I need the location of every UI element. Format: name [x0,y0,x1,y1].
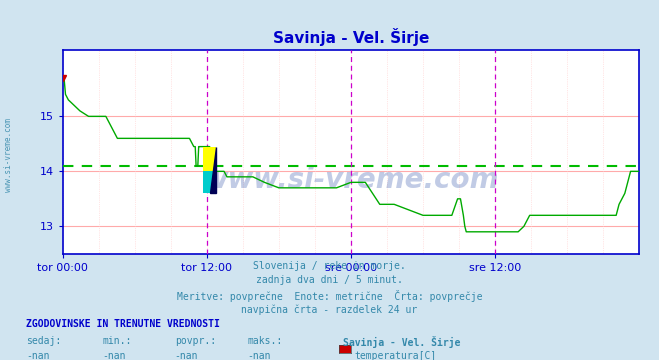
Polygon shape [210,147,216,193]
Text: Slovenija / reke in morje.: Slovenija / reke in morje. [253,261,406,271]
Text: temperatura[C]: temperatura[C] [355,351,437,360]
Text: povpr.:: povpr.: [175,336,215,346]
Text: maks.:: maks.: [247,336,282,346]
Text: Savinja - Vel. Širje: Savinja - Vel. Širje [343,336,460,348]
Title: Savinja - Vel. Širje: Savinja - Vel. Širje [273,28,429,46]
Text: -nan: -nan [26,351,50,360]
Text: Meritve: povprečne  Enote: metrične  Črta: povprečje: Meritve: povprečne Enote: metrične Črta:… [177,290,482,302]
Text: zadnja dva dni / 5 minut.: zadnja dva dni / 5 minut. [256,275,403,285]
Text: -nan: -nan [175,351,198,360]
Text: -nan: -nan [102,351,126,360]
Text: sedaj:: sedaj: [26,336,61,346]
Text: navpična črta - razdelek 24 ur: navpična črta - razdelek 24 ur [241,304,418,315]
Text: www.si-vreme.com: www.si-vreme.com [203,166,499,194]
Text: min.:: min.: [102,336,132,346]
Text: ZGODOVINSKE IN TRENUTNE VREDNOSTI: ZGODOVINSKE IN TRENUTNE VREDNOSTI [26,319,220,329]
Text: -nan: -nan [247,351,271,360]
Text: www.si-vreme.com: www.si-vreme.com [4,118,13,192]
Bar [203,147,216,171]
Bar [203,171,216,193]
